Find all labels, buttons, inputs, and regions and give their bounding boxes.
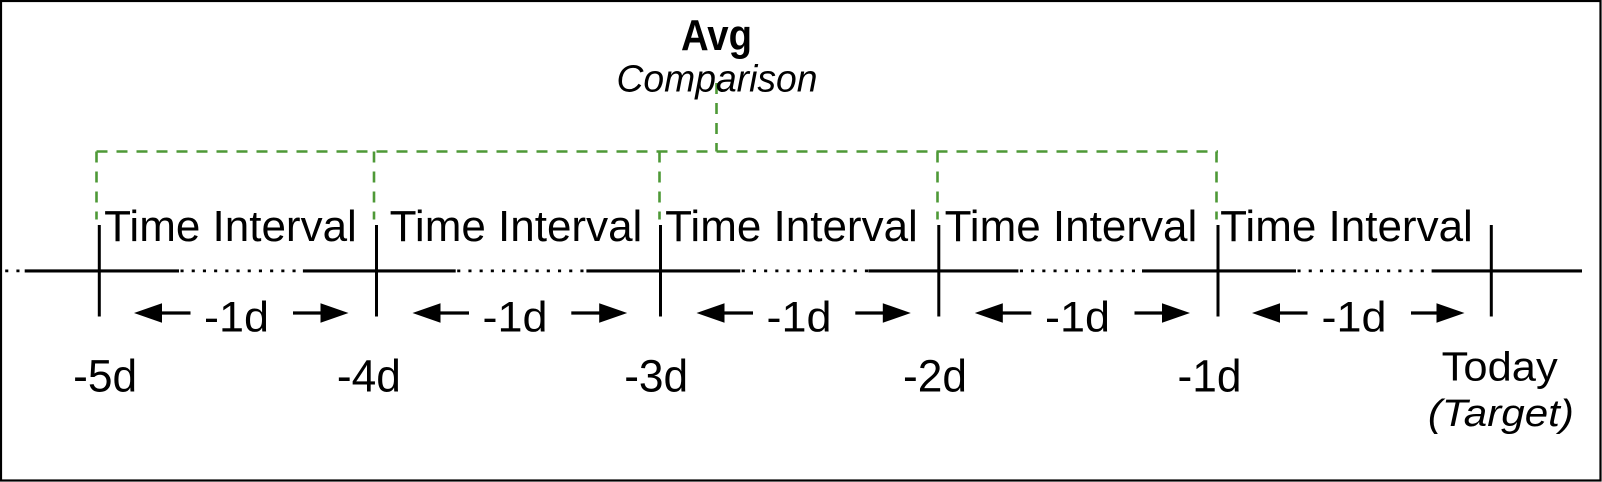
svg-text:Comparison: Comparison <box>617 59 818 101</box>
svg-text:-5d: -5d <box>73 351 137 402</box>
svg-text:-4d: -4d <box>337 351 401 402</box>
svg-text:Time Interval: Time Interval <box>104 202 357 251</box>
svg-text:-1d: -1d <box>1322 294 1387 342</box>
svg-text:Time Interval: Time Interval <box>945 202 1198 251</box>
svg-text:-1d: -1d <box>1178 351 1242 402</box>
svg-text:-1d: -1d <box>204 294 269 342</box>
svg-text:-2d: -2d <box>903 351 967 402</box>
svg-text:Time Interval: Time Interval <box>665 202 918 251</box>
svg-text:-1d: -1d <box>767 294 832 342</box>
svg-text:-1d: -1d <box>1045 294 1110 342</box>
svg-text:Time Interval: Time Interval <box>390 202 643 251</box>
svg-text:Time Interval: Time Interval <box>1220 202 1473 251</box>
svg-text:-3d: -3d <box>624 351 688 402</box>
svg-text:(Target): (Target) <box>1428 393 1574 435</box>
svg-text:-1d: -1d <box>483 294 548 342</box>
svg-text:Avg: Avg <box>681 11 752 60</box>
svg-text:Today: Today <box>1442 344 1559 390</box>
